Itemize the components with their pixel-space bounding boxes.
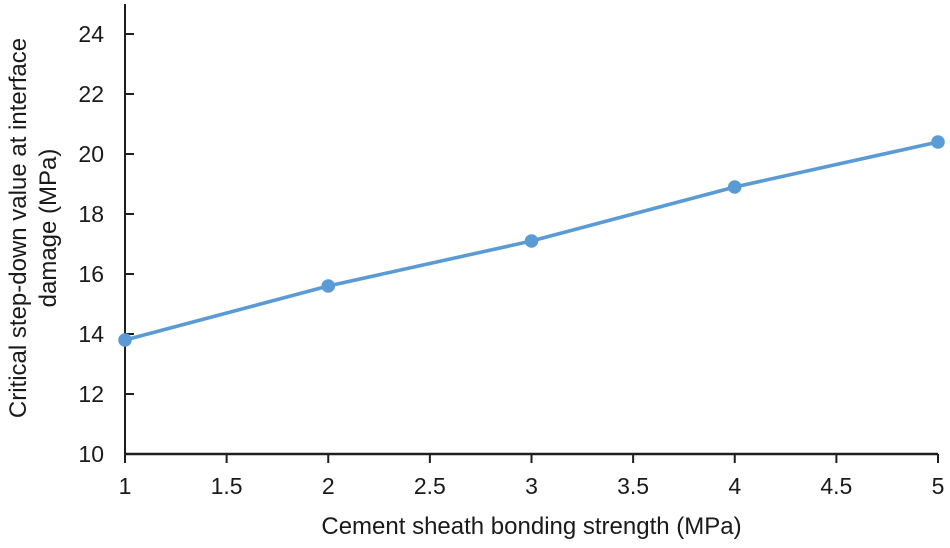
y-tick-label: 18	[78, 201, 104, 227]
y-tick-label: 10	[78, 441, 104, 467]
y-tick-label: 12	[78, 381, 104, 407]
x-tick-label: 5	[932, 473, 945, 499]
y-axis-title-line: damage (MPa)	[35, 149, 62, 308]
y-tick-label: 16	[78, 261, 104, 287]
y-tick-label: 20	[78, 141, 104, 167]
y-axis-title-line: Critical step-down value at interface	[5, 38, 32, 418]
x-tick-label: 1.5	[211, 473, 243, 499]
x-tick-label: 4	[728, 473, 741, 499]
x-tick-label: 2.5	[414, 473, 446, 499]
data-point-marker	[727, 180, 742, 194]
y-tick-label: 24	[78, 21, 104, 47]
x-tick-label: 3.5	[617, 473, 649, 499]
y-tick-label: 14	[78, 321, 104, 347]
x-axis-title: Cement sheath bonding strength (MPa)	[321, 513, 741, 540]
data-point-marker	[118, 333, 132, 347]
data-point-marker	[321, 279, 336, 293]
x-tick-label: 1	[119, 473, 132, 499]
x-tick-label: 4.5	[820, 473, 852, 499]
x-tick-label: 2	[322, 473, 335, 499]
x-tick-label: 3	[525, 473, 538, 499]
data-point-marker	[524, 234, 539, 248]
y-tick-label: 22	[78, 81, 104, 107]
data-point-marker	[931, 135, 945, 149]
